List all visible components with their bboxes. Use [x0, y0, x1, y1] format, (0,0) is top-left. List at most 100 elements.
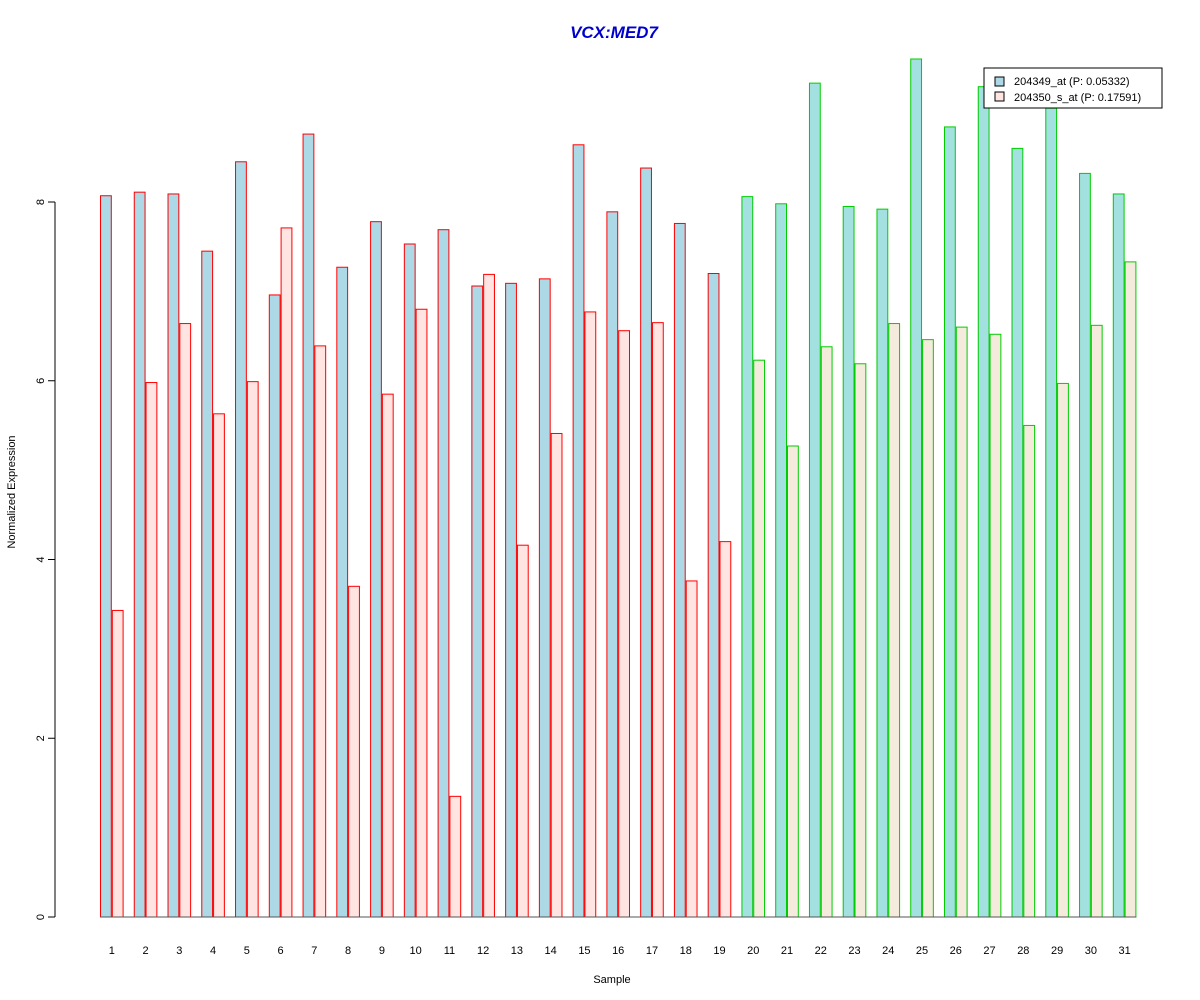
x-tick-label: 29 [1051, 945, 1063, 957]
bar-sample-3-series-2 [179, 323, 192, 918]
bar-sample-16-series-1 [606, 211, 619, 918]
bar-sample-1-series-2 [111, 609, 124, 918]
legend-box [983, 67, 1163, 109]
bar-sample-14-series-2 [550, 432, 563, 918]
x-tick-label: 1 [109, 945, 115, 957]
x-tick-label: 13 [511, 945, 523, 957]
bar-sample-22-series-1 [808, 82, 821, 918]
bar-sample-29-series-1 [1045, 107, 1058, 918]
x-axis-label: Sample [593, 974, 630, 986]
bar-sample-29-series-2 [1057, 382, 1069, 918]
bar-sample-13-series-2 [516, 544, 529, 918]
bar-sample-1-series-1 [100, 195, 112, 918]
x-tick-label: 12 [477, 945, 489, 957]
bar-sample-27-series-1 [977, 86, 990, 918]
bar-sample-20-series-2 [753, 359, 766, 918]
bar-sample-23-series-1 [842, 205, 855, 918]
bar-sample-20-series-1 [741, 196, 754, 918]
bar-sample-16-series-2 [618, 330, 631, 918]
bar-sample-14-series-1 [538, 278, 551, 918]
bar-sample-23-series-2 [854, 363, 867, 918]
x-tick-label: 3 [176, 945, 182, 957]
x-tick-label: 21 [781, 945, 793, 957]
x-tick-label: 14 [545, 945, 557, 957]
chart-title: VCX:MED7 [570, 23, 659, 42]
x-tick-label: 30 [1085, 945, 1097, 957]
x-tick-label: 15 [578, 945, 590, 957]
bar-sample-18-series-2 [685, 580, 698, 918]
bar-sample-9-series-2 [381, 393, 394, 918]
x-tick-label: 4 [210, 945, 216, 957]
x-tick-label: 7 [311, 945, 317, 957]
bar-sample-3-series-1 [167, 193, 180, 918]
y-tick-label: 8 [35, 199, 47, 205]
legend-label-204350: 204350_s_at (P: 0.17591) [1014, 92, 1141, 104]
x-tick-label: 23 [848, 945, 860, 957]
x-tick-label: 11 [444, 945, 455, 957]
bar-sample-2-series-1 [133, 191, 146, 918]
bar-sample-17-series-2 [651, 322, 664, 918]
x-tick-label: 10 [410, 945, 422, 957]
x-tick-label: 18 [680, 945, 692, 957]
bar-sample-10-series-1 [403, 243, 416, 918]
bar-sample-15-series-2 [584, 311, 597, 918]
bar-sample-12-series-2 [483, 273, 495, 918]
x-tick-label: 5 [244, 945, 250, 957]
bar-sample-5-series-2 [246, 381, 259, 918]
y-tick-label: 2 [35, 735, 47, 741]
x-tick-label: 27 [983, 945, 995, 957]
x-tick-label: 22 [815, 945, 827, 957]
bar-sample-7-series-2 [314, 345, 327, 918]
bar-sample-25-series-2 [922, 339, 934, 918]
bar-sample-26-series-1 [944, 126, 956, 918]
bar-sample-24-series-1 [876, 208, 889, 918]
legend-label-204349: 204349_at (P: 0.05332) [1014, 76, 1130, 88]
bar-sample-17-series-1 [640, 167, 652, 918]
bar-sample-4-series-2 [213, 413, 225, 918]
bar-sample-8-series-2 [348, 585, 360, 918]
bar-sample-21-series-2 [787, 445, 799, 918]
bar-sample-9-series-1 [370, 221, 382, 918]
bar-sample-30-series-1 [1079, 172, 1091, 918]
bar-sample-15-series-1 [572, 144, 585, 918]
bar-sample-31-series-1 [1112, 193, 1125, 918]
x-tick-label: 20 [747, 945, 759, 957]
bar-sample-11-series-2 [449, 795, 462, 918]
x-tick-label: 28 [1017, 945, 1029, 957]
bar-sample-12-series-1 [471, 285, 484, 918]
y-tick-label: 0 [35, 914, 47, 920]
x-axis-tick-labels: 1 2 3 4 5 6 7 8 9 10 11 12 13 14 15 16 17 18 19 20 21 22 23 24 2… [109, 945, 1131, 957]
y-axis-label: Normalized Expression [6, 435, 18, 548]
bar-sample-8-series-1 [336, 266, 349, 918]
y-tick-label: 6 [35, 378, 47, 384]
bar-sample-5-series-1 [235, 161, 247, 918]
bar-sample-28-series-2 [1023, 424, 1036, 918]
bar-sample-21-series-1 [775, 203, 788, 918]
bar-sample-27-series-2 [989, 333, 1002, 918]
bar-sample-2-series-2 [145, 382, 158, 918]
y-axis-ticks: 0 2 4 6 8 [35, 199, 55, 920]
bar-sample-25-series-1 [910, 58, 923, 918]
bar-sample-6-series-2 [280, 227, 293, 918]
bar-sample-28-series-1 [1011, 147, 1024, 918]
x-tick-label: 31 [1118, 945, 1130, 957]
bar-sample-11-series-1 [437, 229, 450, 918]
bar-sample-26-series-2 [955, 326, 968, 918]
bar-sample-10-series-2 [415, 308, 428, 918]
x-tick-label: 26 [950, 945, 962, 957]
bars [100, 58, 1137, 918]
x-tick-label: 9 [379, 945, 385, 957]
bar-sample-30-series-2 [1090, 324, 1103, 918]
legend-swatch-204349 [994, 76, 1005, 87]
y-tick-label: 4 [35, 556, 47, 562]
x-tick-label: 17 [646, 945, 658, 957]
bar-sample-4-series-1 [201, 250, 214, 918]
bar-sample-7-series-1 [302, 133, 315, 918]
legend-swatch-204350 [994, 91, 1005, 102]
bar-sample-6-series-1 [268, 294, 281, 918]
x-tick-label: 16 [612, 945, 624, 957]
bar-sample-19-series-1 [707, 273, 720, 918]
bar-sample-18-series-1 [673, 222, 686, 918]
bar-sample-24-series-2 [888, 323, 901, 918]
